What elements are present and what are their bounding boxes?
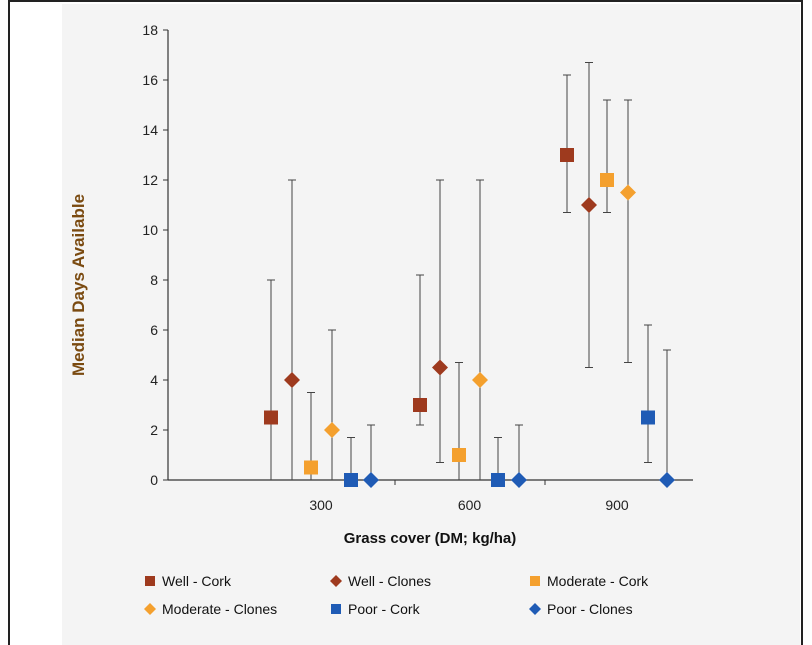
data-points: [264, 148, 675, 488]
legend-marker-square: [145, 576, 155, 586]
data-point-square: [600, 173, 614, 187]
data-point-square: [344, 473, 358, 487]
legend-marker-diamond: [330, 575, 342, 587]
y-tick-label: 0: [150, 472, 158, 488]
data-point-square: [560, 148, 574, 162]
plot-panel: [62, 4, 800, 645]
data-point-diamond: [659, 472, 675, 488]
y-tick-label: 18: [142, 22, 158, 38]
y-tick-label: 8: [150, 272, 158, 288]
data-point-square: [413, 398, 427, 412]
x-axis-label: Grass cover (DM; kg/ha): [344, 530, 517, 547]
legend-marker-diamond: [144, 603, 156, 615]
x-tick-label: 900: [605, 497, 629, 513]
x-tick-label: 600: [458, 497, 482, 513]
data-point-diamond: [511, 472, 527, 488]
legend-label: Moderate - Clones: [162, 601, 277, 617]
data-point-diamond: [620, 184, 636, 201]
legend-label: Moderate - Cork: [547, 573, 649, 589]
figure-frame: [8, 0, 803, 645]
y-tick-label: 10: [142, 222, 158, 238]
y-tick-label: 16: [142, 72, 158, 88]
legend-marker-square: [530, 576, 540, 586]
data-point-diamond: [581, 197, 597, 213]
y-axis-label: Median Days Available: [69, 194, 88, 376]
y-tick-label: 14: [142, 122, 158, 138]
legend-label: Poor - Cork: [348, 601, 421, 617]
y-tick-label: 12: [142, 172, 158, 188]
x-tick-label: 300: [309, 497, 333, 513]
data-point-diamond: [324, 422, 340, 438]
data-point-diamond: [363, 472, 379, 488]
legend-marker-diamond: [529, 603, 541, 615]
data-point-square: [304, 460, 318, 475]
data-point-diamond: [284, 372, 300, 388]
y-tick-label: 2: [150, 422, 158, 438]
x-tick-labels: 300 600 900: [309, 497, 629, 513]
data-point-square: [491, 473, 505, 487]
legend-label: Well - Clones: [348, 573, 431, 589]
data-point-square: [641, 410, 655, 425]
axes: [163, 29, 693, 485]
legend: Well - Cork Well - Clones Moderate - Cork M…: [144, 573, 649, 617]
y-tick-label: 4: [150, 372, 158, 388]
error-bars: [267, 62, 671, 480]
data-point-square: [452, 448, 466, 462]
data-point-diamond: [472, 372, 488, 388]
y-tick-label: 6: [150, 322, 158, 338]
y-tick-labels: 0 2 4 6 8 10 12 14 16 18: [142, 22, 158, 488]
data-point-diamond: [432, 359, 448, 376]
legend-label: Well - Cork: [162, 573, 232, 589]
data-point-square: [264, 410, 278, 425]
legend-marker-square: [331, 604, 341, 614]
legend-label: Poor - Clones: [547, 601, 633, 617]
